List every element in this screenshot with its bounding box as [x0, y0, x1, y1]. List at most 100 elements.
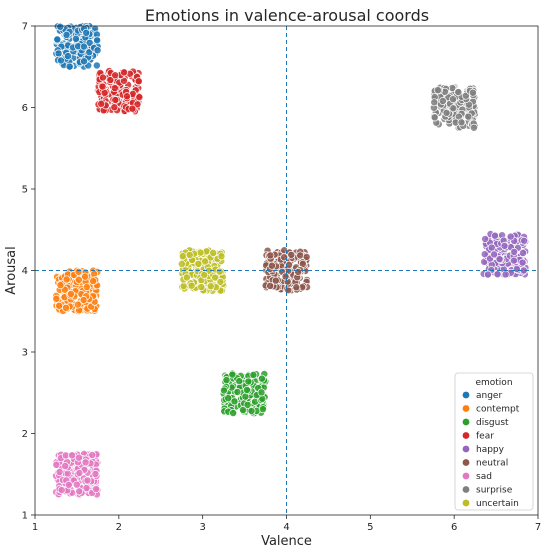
data-point: [518, 258, 527, 267]
data-point: [75, 469, 84, 477]
data-point: [510, 256, 518, 265]
x-tick-label: 1: [32, 522, 38, 533]
data-point: [512, 264, 521, 273]
data-point: [68, 451, 77, 460]
chart-marks: [35, 22, 538, 515]
data-point: [83, 476, 92, 485]
data-point: [222, 376, 231, 385]
data-point: [62, 275, 71, 284]
data-point: [281, 272, 290, 281]
data-point: [177, 260, 186, 268]
data-point: [82, 28, 91, 37]
data-point: [88, 451, 97, 459]
legend-title: emotion: [475, 378, 512, 388]
data-point: [438, 97, 447, 105]
data-point: [72, 480, 81, 489]
data-point: [74, 267, 83, 276]
data-point: [75, 487, 84, 496]
data-point: [235, 377, 244, 386]
data-point: [110, 84, 119, 93]
data-point: [81, 458, 90, 467]
data-point: [55, 301, 64, 310]
data-point: [135, 93, 144, 102]
data-point: [510, 247, 519, 256]
data-point: [74, 453, 83, 462]
series-anger: [52, 22, 102, 71]
data-point: [53, 35, 62, 44]
y-tick-label: 4: [22, 266, 28, 277]
data-point: [500, 241, 509, 250]
legend-marker: [462, 472, 470, 480]
data-point: [481, 235, 490, 243]
data-point: [93, 46, 102, 55]
x-tick-label: 6: [451, 522, 457, 533]
chart-title: Emotions in valence-arousal coords: [145, 6, 429, 25]
data-point: [61, 462, 70, 470]
legend-marker: [462, 391, 470, 399]
data-point: [449, 95, 457, 104]
data-point: [57, 56, 65, 65]
series-disgust: [219, 369, 270, 418]
y-tick-label: 1: [22, 511, 28, 522]
legend-label: disgust: [476, 418, 509, 428]
data-point: [243, 400, 252, 409]
data-point: [82, 283, 91, 291]
y-tick-label: 5: [22, 185, 28, 196]
legend-label: uncertain: [476, 499, 519, 509]
data-point: [247, 407, 256, 415]
series-surprise: [429, 83, 479, 132]
data-point: [120, 76, 128, 85]
data-point: [228, 370, 237, 379]
x-tick-label: 3: [199, 522, 205, 533]
x-axis-ticks: 1 2 3 4 5 6 7: [32, 515, 541, 533]
y-axis-ticks: 1 2 3 4 5 6 7: [22, 22, 35, 522]
data-point: [457, 118, 466, 127]
data-point: [211, 273, 220, 282]
data-point: [469, 123, 478, 132]
data-point: [81, 272, 89, 281]
data-point: [134, 77, 143, 86]
data-point: [296, 251, 305, 260]
data-point: [520, 236, 529, 245]
data-point: [491, 231, 499, 240]
data-point: [98, 73, 107, 82]
data-point: [71, 34, 80, 43]
data-point: [217, 252, 226, 261]
data-point: [92, 485, 101, 493]
data-point: [216, 277, 225, 286]
legend-marker: [462, 405, 470, 412]
x-tick-label: 4: [283, 522, 289, 533]
legend-label: anger: [476, 391, 502, 401]
series-fear: [94, 67, 144, 116]
data-point: [430, 98, 439, 107]
data-point: [55, 468, 64, 476]
data-point: [64, 480, 73, 489]
data-point: [93, 36, 102, 45]
data-point: [52, 460, 61, 469]
x-tick-label: 7: [535, 522, 541, 533]
data-point: [449, 104, 458, 113]
data-point: [182, 273, 191, 282]
legend-marker: [462, 445, 470, 453]
data-point: [268, 261, 276, 270]
legend-label: fear: [476, 432, 494, 442]
legend-label: happy: [476, 445, 505, 455]
y-tick-label: 3: [22, 348, 28, 359]
data-point: [464, 112, 473, 121]
data-point: [73, 300, 82, 309]
data-point: [89, 277, 98, 285]
series-sad: [52, 449, 102, 499]
data-point: [468, 88, 477, 97]
data-point: [194, 259, 203, 268]
data-point: [259, 405, 267, 414]
data-point: [62, 303, 70, 312]
x-tick-label: 2: [116, 522, 122, 533]
data-point: [133, 100, 142, 109]
data-point: [56, 281, 65, 290]
x-axis-label: Valence: [261, 534, 312, 549]
legend-label: sad: [476, 472, 492, 482]
data-point: [74, 275, 83, 284]
legend-marker: [462, 499, 470, 507]
legend-label: neutral: [476, 459, 508, 469]
data-point: [230, 397, 239, 406]
